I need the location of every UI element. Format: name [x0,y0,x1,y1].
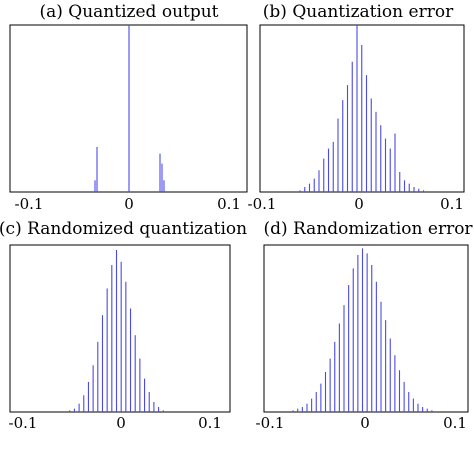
panel-c-xtick-label: -0.1 [9,414,38,432]
panel-b-title: (b) Quantization error [263,2,454,22]
panel-d-xtick-label: -0.1 [256,414,285,432]
panel-b-xtick-label: 0 [354,195,364,213]
panel-b: (b) Quantization error -0.1 0 0.1 [248,2,465,213]
panel-c: (c) Randomized quantization -0.1 0 0.1 [0,219,247,432]
panel-d-xtick-label: 0.1 [443,414,467,432]
panel-a-xtick-label: 0 [124,195,134,213]
panel-a-title: (a) Quantized output [39,2,218,22]
panel-a-bars [94,25,165,192]
panel-b-xtick-label: -0.1 [248,195,277,213]
panel-c-frame [9,244,231,413]
panel-b-xtick-label: 0.1 [440,195,464,213]
panel-d-frame [263,244,469,413]
panel-c-title: (c) Randomized quantization [0,219,247,239]
panel-c-xtick-label: 0 [116,414,126,432]
panel-d-title: (d) Randomization error [263,219,473,239]
panel-a-xtick-label: 0.1 [217,195,241,213]
panel-a: (a) Quantized output -0.1 0 0.1 [9,2,248,213]
panel-b-bars [299,25,425,192]
panel-d-bars [292,248,433,412]
panel-c-xtick-label: 0.1 [198,414,222,432]
panel-d-xtick-label: 0 [360,414,370,432]
panel-c-bars [69,250,164,412]
panel-a-xtick-label: -0.1 [15,195,44,213]
panel-d: (d) Randomization error -0.1 0 0.1 [256,219,474,432]
